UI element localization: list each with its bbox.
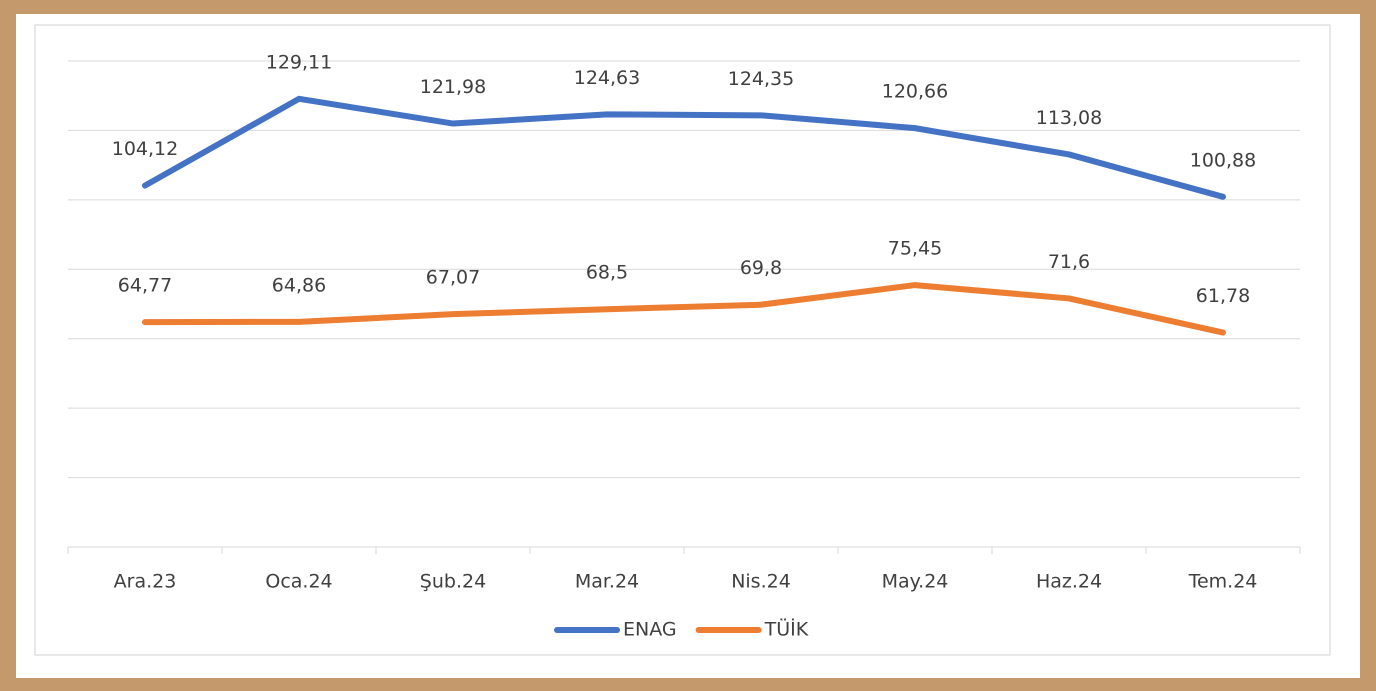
data-label: 129,11 (266, 51, 332, 73)
legend-label: ENAG (623, 619, 677, 641)
data-label: 120,66 (882, 81, 948, 103)
data-label: 61,78 (1196, 285, 1250, 307)
data-label: 64,77 (118, 275, 172, 297)
x-tick-label: Şub.24 (420, 571, 486, 593)
data-label: 69,8 (740, 257, 782, 279)
data-label: 68,5 (586, 262, 628, 284)
x-tick-label: Mar.24 (575, 571, 639, 593)
data-label: 113,08 (1036, 107, 1102, 129)
chart-frame (34, 24, 1331, 656)
line-series (142, 282, 1226, 336)
data-label: 100,88 (1190, 149, 1256, 171)
x-tick-label: Haz.24 (1036, 571, 1102, 593)
x-tick-label: Nis.24 (731, 571, 791, 593)
data-label: 124,35 (728, 68, 794, 90)
data-label: 124,63 (574, 67, 640, 89)
x-tick-label: May.24 (882, 571, 949, 593)
chart-background (16, 14, 1360, 678)
data-label: 67,07 (426, 267, 480, 289)
x-tick-label: Oca.24 (265, 571, 332, 593)
data-label: 104,12 (112, 138, 178, 160)
legend-label: TÜİK (764, 618, 809, 641)
data-label: 64,86 (272, 274, 326, 296)
line-series (142, 95, 1226, 200)
x-tick-label: Ara.23 (114, 571, 177, 593)
data-label: 121,98 (420, 76, 486, 98)
data-label: 71,6 (1048, 251, 1090, 273)
x-tick-label: Tem.24 (1188, 571, 1258, 593)
data-label: 75,45 (888, 238, 942, 260)
